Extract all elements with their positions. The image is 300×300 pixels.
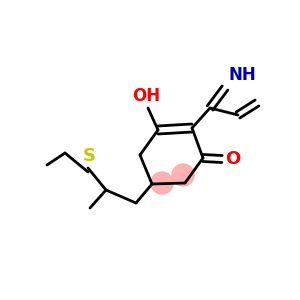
Circle shape (172, 164, 194, 186)
Text: OH: OH (132, 87, 160, 105)
Circle shape (151, 172, 173, 194)
Text: NH: NH (229, 66, 257, 84)
Text: S: S (82, 147, 95, 165)
Text: O: O (225, 150, 241, 168)
